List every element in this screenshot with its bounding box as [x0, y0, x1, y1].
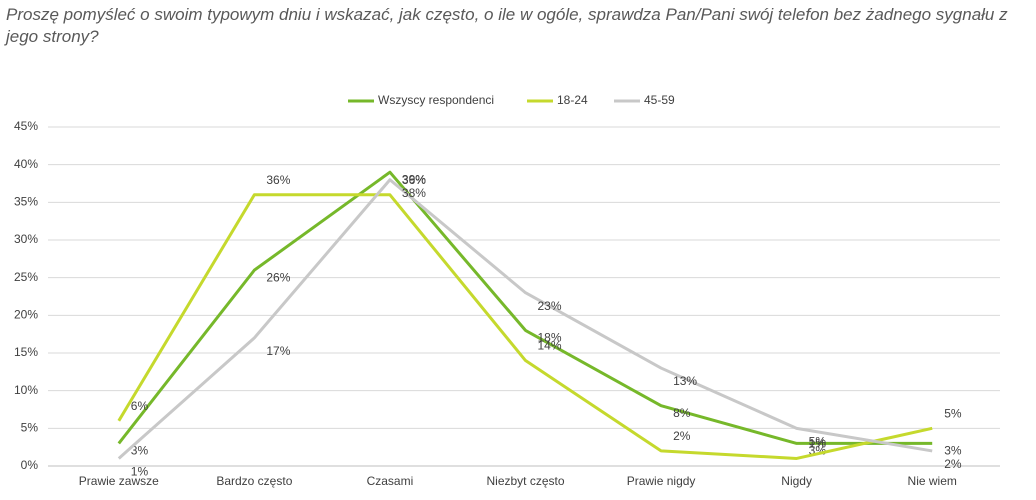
y-tick-label: 30%	[14, 232, 38, 246]
data-label: 5%	[809, 435, 827, 449]
y-tick-label: 45%	[14, 119, 38, 133]
data-label: 2%	[673, 429, 691, 443]
data-label: 1%	[131, 465, 149, 479]
data-label: 38%	[402, 186, 426, 200]
chart-title: Proszę pomyśleć o swoim typowym dniu i w…	[6, 5, 1008, 46]
data-label: 6%	[131, 399, 149, 413]
data-label: 13%	[673, 374, 697, 388]
data-label: 39%	[402, 172, 426, 186]
data-label: 36%	[402, 173, 426, 187]
x-tick-label: Niezbyt często	[486, 474, 564, 488]
x-tick-label: Bardzo często	[216, 474, 292, 488]
y-tick-label: 20%	[14, 308, 38, 322]
x-tick-label: Nigdy	[781, 474, 812, 488]
y-tick-label: 35%	[14, 195, 38, 209]
x-tick-label: Nie wiem	[908, 474, 957, 488]
data-label: 36%	[266, 173, 290, 187]
x-tick-label: Prawie zawsze	[79, 474, 159, 488]
y-tick-label: 15%	[14, 345, 38, 359]
y-tick-label: 0%	[21, 458, 39, 472]
data-label: 3%	[131, 444, 149, 458]
y-tick-label: 40%	[14, 157, 38, 171]
series-line	[117, 193, 933, 460]
series-line	[117, 170, 933, 445]
data-label: 3%	[944, 444, 962, 458]
y-tick-label: 25%	[14, 270, 38, 284]
data-label: 18%	[538, 331, 562, 345]
y-tick-label: 10%	[14, 383, 38, 397]
x-tick-label: Czasami	[367, 474, 414, 488]
data-label: 5%	[944, 407, 962, 421]
legend-label: Wszyscy respondenci	[378, 93, 494, 107]
data-label: 2%	[944, 457, 962, 471]
data-label: 8%	[673, 406, 691, 420]
legend-label: 18-24	[557, 93, 588, 107]
y-tick-label: 5%	[21, 421, 39, 435]
data-label: 17%	[266, 344, 290, 358]
data-label: 26%	[266, 270, 290, 284]
data-label: 14%	[538, 339, 562, 353]
series-line	[117, 178, 933, 460]
x-tick-label: Prawie nigdy	[627, 474, 696, 488]
legend-label: 45-59	[644, 93, 675, 107]
data-label: 1%	[809, 437, 827, 451]
data-label: 23%	[538, 299, 562, 313]
